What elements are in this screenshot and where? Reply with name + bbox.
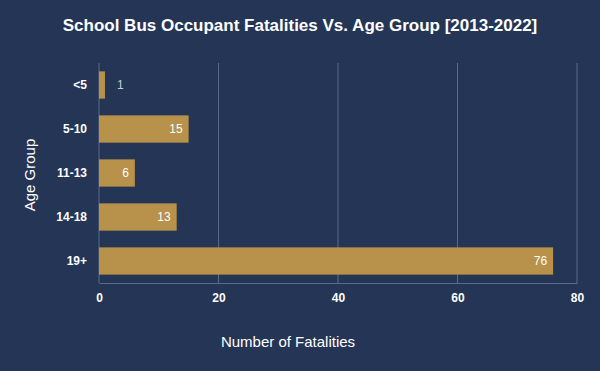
- tick-label: 14-18: [56, 210, 87, 224]
- grid-line: [577, 63, 578, 283]
- chart: 0 20 40 60 80 <5 5-10 11-13 14-18 19+ 1 15 6 13 76 Scho…: [0, 0, 600, 371]
- data-label: 13: [157, 210, 171, 224]
- tick: 60: [451, 283, 465, 305]
- background: [0, 0, 600, 371]
- x-axis-title: Number of Fatalities: [221, 333, 355, 350]
- bars: [99, 71, 553, 274]
- y-axis: <5 5-10 11-13 14-18 19+: [56, 64, 99, 284]
- data-label: 15: [169, 122, 183, 136]
- tick: 19+: [67, 254, 99, 268]
- data-label: 1: [117, 78, 124, 92]
- axis-line: [100, 283, 578, 284]
- data-label: 6: [122, 166, 129, 180]
- tick: 40: [332, 283, 346, 305]
- tick: 20: [212, 283, 226, 305]
- tick-label: 20: [212, 291, 226, 305]
- bar: [99, 159, 135, 186]
- bar: [99, 247, 553, 274]
- tick-label: <5: [73, 78, 87, 92]
- tick-label: 5-10: [63, 122, 87, 136]
- plot: 0 20 40 60 80 <5 5-10 11-13 14-18 19+ 1 15 6 13 76: [56, 63, 584, 305]
- data-label: 76: [534, 254, 548, 268]
- tick-label: 80: [571, 291, 585, 305]
- bar: [99, 203, 177, 230]
- tick: 11-13: [57, 166, 99, 180]
- tick: 14-18: [56, 210, 99, 224]
- tick-label: 11-13: [57, 166, 87, 180]
- data-labels: 1 15 6 13 76: [117, 78, 547, 268]
- grid: [99, 63, 577, 283]
- bar: [99, 115, 189, 142]
- tick-label: 19+: [67, 254, 87, 268]
- tick: <5: [73, 78, 99, 92]
- tick-label: 40: [332, 291, 346, 305]
- tick: 5-10: [63, 122, 99, 136]
- tick: 80: [571, 283, 585, 305]
- tick: 0: [96, 283, 103, 305]
- tick-label: 60: [451, 291, 465, 305]
- y-axis-title: Age Group: [21, 139, 38, 212]
- title: School Bus Occupant Fatalities Vs. Age G…: [63, 16, 538, 35]
- bar: [99, 71, 105, 98]
- tick-label: 0: [96, 291, 103, 305]
- x-axis: 0 20 40 60 80: [96, 283, 584, 305]
